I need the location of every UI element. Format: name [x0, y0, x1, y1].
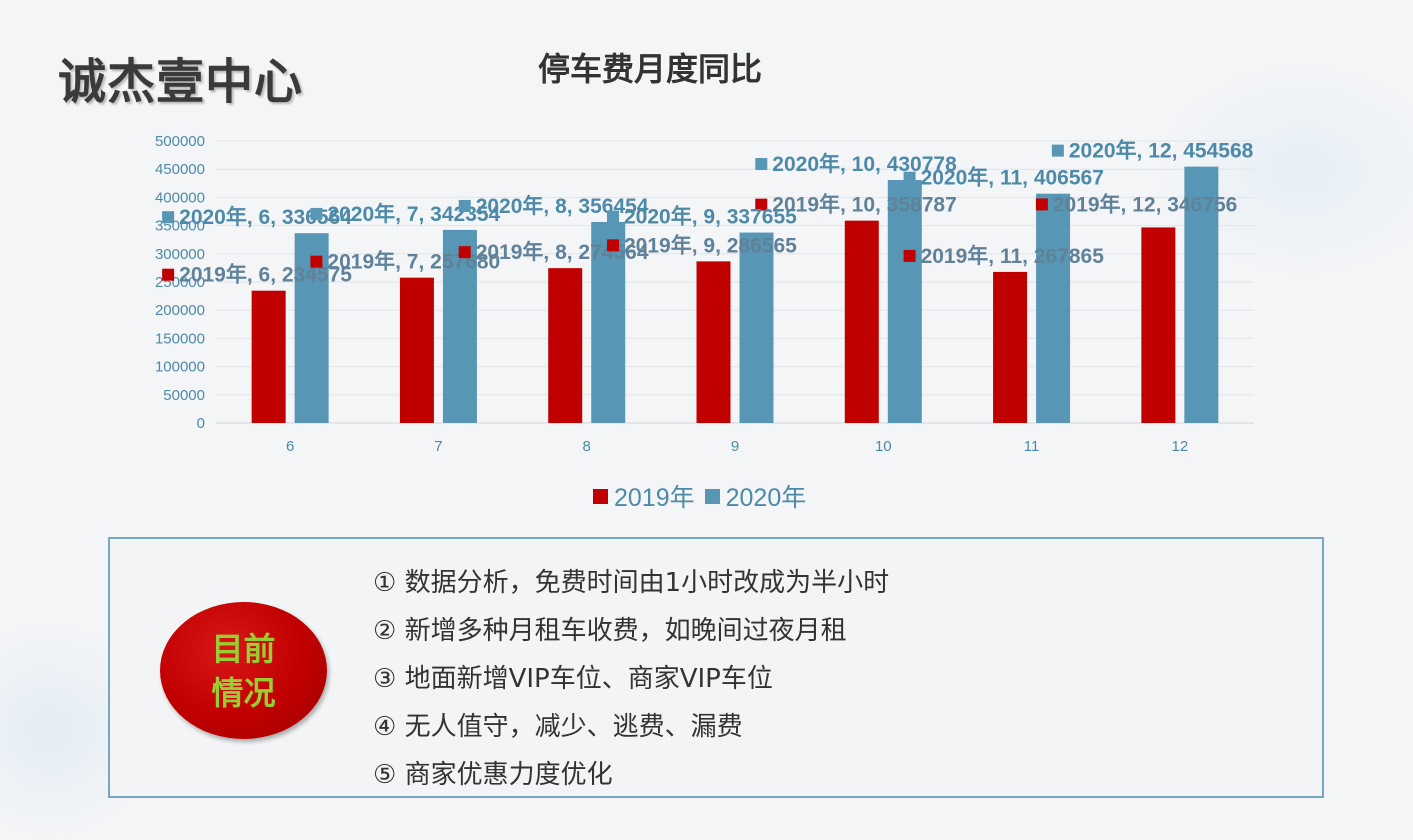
bar-2019年-10 — [844, 220, 879, 423]
bar-2019年-6 — [251, 290, 286, 423]
data-label: 2020年, 11, 406567 — [921, 166, 1104, 190]
x-tick-label: 8 — [583, 438, 591, 455]
bar-2020年-12 — [1184, 166, 1219, 423]
status-item: ② 新增多种月租车收费，如晚间过夜月租 — [373, 616, 847, 646]
status-badge-line1: 目前 — [211, 629, 276, 668]
status-list: ① 数据分析，免费时间由1小时改成为半小时 ② 新增多种月租车收费，如晚间过夜月… — [373, 563, 889, 803]
status-item: ① 数据分析，免费时间由1小时改成为半小时 — [373, 568, 890, 598]
data-label-marker — [162, 211, 175, 224]
legend-label-2019: 2019年 — [614, 484, 695, 512]
x-tick-label: 12 — [1172, 438, 1189, 455]
chart-title: 停车费月度同比 — [537, 50, 762, 88]
legend-item-2019: 2019年 — [593, 478, 695, 514]
bar-2020年-11 — [1036, 193, 1071, 423]
bar-2020年-10 — [887, 180, 922, 423]
bar-chart: 0500001000001500002000002500003000003500… — [155, 133, 1254, 455]
status-badge: 目前 情况 — [160, 602, 327, 739]
legend-label-2020: 2020年 — [725, 484, 807, 512]
y-tick-label: 50000 — [163, 387, 205, 404]
bar-2019年-7 — [399, 277, 434, 423]
data-label: 2019年, 8, 274564 — [476, 240, 649, 264]
data-label-marker — [1035, 198, 1048, 211]
y-tick-label: 0 — [197, 415, 205, 432]
y-tick-label: 400000 — [155, 189, 205, 206]
data-label: 2020年, 8, 356454 — [476, 194, 649, 218]
x-tick-label: 7 — [434, 438, 442, 455]
data-label: 2020年, 12, 454568 — [1069, 139, 1254, 163]
data-label-marker — [903, 249, 916, 262]
data-label-marker — [755, 198, 768, 211]
data-label: 2019年, 11, 267865 — [921, 244, 1105, 268]
data-label-marker — [1051, 144, 1064, 157]
data-label-marker — [607, 239, 619, 252]
x-tick-label: 11 — [1024, 438, 1040, 455]
legend-swatch-2020 — [704, 488, 720, 504]
bar-2020年-8 — [591, 221, 626, 423]
data-label: 2019年, 6, 234575 — [179, 263, 352, 287]
status-item: ③ 地面新增VIP车位、商家VIP车位 — [373, 664, 773, 694]
data-label-marker — [458, 199, 471, 212]
y-tick-label: 450000 — [155, 161, 205, 178]
x-tick-label: 10 — [875, 438, 892, 455]
bar-2020年-7 — [442, 229, 477, 423]
status-item: ④ 无人值守，减少、逃费、漏费 — [373, 712, 743, 742]
y-tick-label: 100000 — [155, 359, 205, 376]
status-badge-line2: 情况 — [211, 673, 276, 712]
status-item: ⑤ 商家优惠力度优化 — [373, 760, 613, 790]
y-tick-label: 150000 — [155, 330, 205, 347]
data-label: 2019年, 9, 286565 — [624, 233, 797, 257]
y-tick-label: 200000 — [155, 302, 205, 319]
data-label-marker — [310, 207, 323, 220]
y-tick-label: 300000 — [155, 246, 205, 263]
data-label-marker — [755, 158, 768, 171]
data-label-marker — [903, 171, 916, 184]
data-label-marker — [162, 268, 175, 281]
x-tick-label: 6 — [286, 438, 294, 455]
data-label-marker — [458, 246, 471, 259]
brand-title: 诚杰壹中心 — [58, 54, 304, 110]
bar-2019年-8 — [548, 268, 583, 423]
bar-2019年-12 — [1141, 227, 1176, 423]
data-label: 2020年, 9, 337655 — [624, 205, 797, 229]
data-label-marker — [310, 255, 323, 268]
bar-2019年-9 — [696, 261, 731, 423]
data-label: 2019年, 7, 257680 — [327, 250, 500, 274]
data-label: 2020年, 7, 342354 — [327, 202, 500, 226]
bar-2020年-9 — [739, 232, 774, 423]
legend-swatch-2019 — [593, 488, 608, 504]
x-tick-label: 9 — [731, 438, 739, 455]
chart-legend: 2019年 2020年 — [593, 478, 816, 514]
legend-item-2020: 2020年 — [704, 478, 807, 514]
bar-2019年-11 — [993, 271, 1028, 423]
data-label: 2020年, 10, 430778 — [772, 152, 957, 176]
data-label: 2019年, 12, 346756 — [1053, 192, 1238, 216]
y-tick-label: 500000 — [155, 133, 205, 150]
data-label: 2020年, 6, 336564 — [179, 205, 352, 229]
data-label: 2019年, 10, 358787 — [772, 193, 957, 217]
data-label-marker — [607, 210, 619, 223]
